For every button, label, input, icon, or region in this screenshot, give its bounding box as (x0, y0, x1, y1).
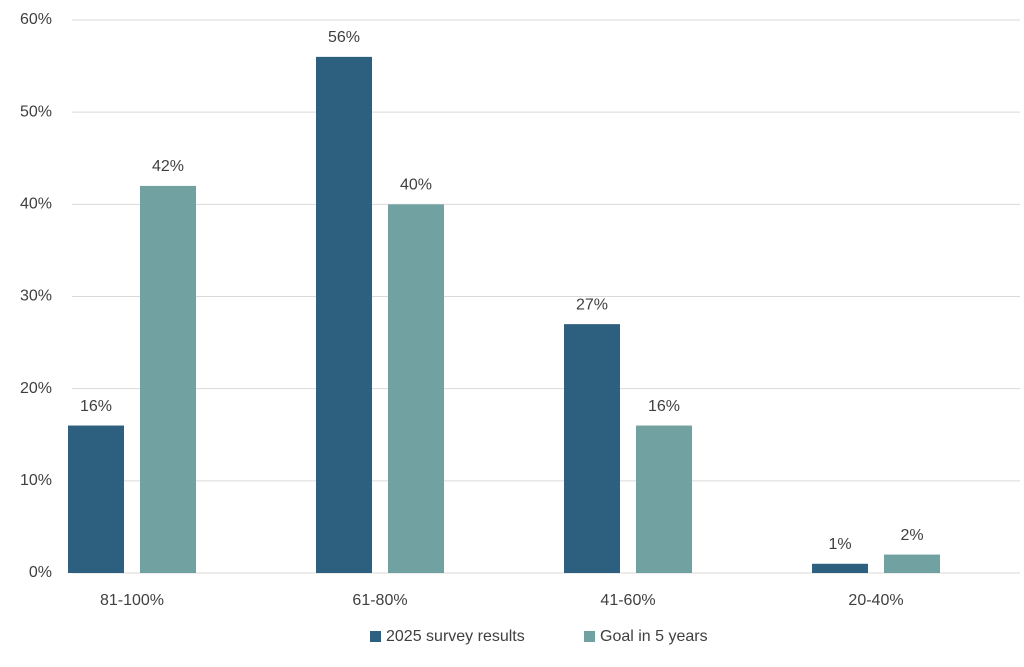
x-tick-label: 41-60% (600, 592, 655, 609)
x-tick-label: 81-100% (100, 592, 164, 609)
value-label: 1% (828, 536, 851, 553)
y-tick-label: 0% (29, 564, 52, 581)
legend-swatch (370, 631, 381, 642)
bar (68, 425, 124, 573)
x-tick-label: 61-80% (352, 592, 407, 609)
value-label: 56% (328, 29, 360, 46)
bar (636, 425, 692, 573)
y-tick-label: 10% (20, 472, 52, 489)
y-tick-label: 50% (20, 103, 52, 120)
legend-label: 2025 survey results (386, 628, 525, 645)
x-tick-label: 20-40% (848, 592, 903, 609)
legend-label: Goal in 5 years (600, 628, 708, 645)
value-label: 16% (648, 398, 680, 415)
bar (388, 204, 444, 574)
y-tick-label: 20% (20, 380, 52, 397)
bar (564, 324, 620, 573)
value-label: 16% (80, 398, 112, 415)
value-label: 42% (152, 158, 184, 175)
value-label: 40% (400, 177, 432, 194)
bar (884, 554, 940, 573)
bar (812, 563, 868, 573)
bar (316, 56, 372, 574)
y-tick-label: 60% (20, 11, 52, 28)
bar (140, 185, 196, 573)
value-label: 2% (900, 527, 923, 544)
legend-swatch (584, 631, 595, 642)
value-label: 27% (576, 296, 608, 313)
y-tick-label: 30% (20, 288, 52, 305)
y-tick-label: 40% (20, 196, 52, 213)
